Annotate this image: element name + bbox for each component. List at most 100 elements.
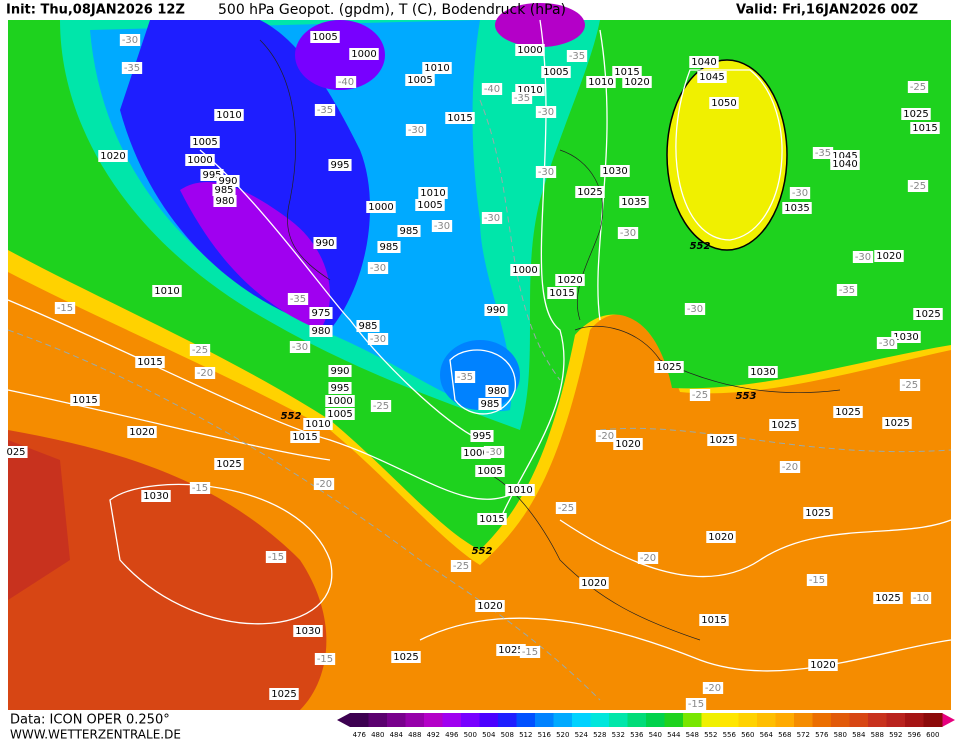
colorbar-label: 488 [408, 731, 421, 739]
colorbar-swatch [479, 713, 499, 727]
pressure-label: 985 [379, 242, 398, 253]
pressure-label-box [309, 307, 333, 319]
temperature-label: -35 [317, 105, 333, 116]
pressure-label-box [748, 366, 778, 378]
pressure-label-box [303, 418, 333, 430]
pressure-label: 1000 [463, 448, 488, 459]
pressure-label-box [185, 154, 215, 166]
pressure-label-box [98, 150, 128, 162]
pressure-label: 985 [399, 226, 418, 237]
pressure-label-box [478, 398, 502, 410]
pressure-label: 1010 [420, 188, 445, 199]
temperature-label-box [335, 76, 357, 88]
pressure-label: 1030 [893, 332, 918, 343]
pressure-label-box [325, 408, 355, 420]
temperature-label: -20 [598, 431, 614, 442]
colorbar-swatch [757, 713, 776, 727]
temperature-label-box [450, 560, 472, 572]
pressure-label: 1020 [557, 275, 582, 286]
colorbar-swatch [405, 713, 425, 727]
pressure-label-box [309, 325, 333, 337]
temperature-label-box [405, 124, 427, 136]
temperature-label: -30 [486, 447, 502, 458]
pressure-label: 1010 [216, 110, 241, 121]
temperature-label-box [287, 293, 309, 305]
colorbar-label: 512 [519, 731, 532, 739]
pressure-label-box [325, 395, 355, 407]
colorbar-swatch [886, 713, 906, 727]
pressure-label: 1005 [407, 75, 432, 86]
pressure-label-box [135, 356, 165, 368]
pressure-label-box [377, 241, 401, 253]
pressure-label: 1025 [771, 420, 796, 431]
temperature-label-box [595, 430, 617, 442]
pressure-label-box [547, 287, 577, 299]
temperature-label: -10 [913, 593, 929, 604]
colorbar-swatch [424, 713, 443, 727]
pressure-label-box [477, 513, 507, 525]
pressure-label: 1015 [614, 67, 639, 78]
pressure-label-box [152, 285, 182, 297]
temperature-label: -15 [192, 483, 208, 494]
pressure-label: 980 [215, 196, 234, 207]
temperature-label-box [481, 83, 503, 95]
temperature-label: -20 [705, 683, 721, 694]
colorbar-label: 476 [353, 731, 367, 739]
pressure-label: 1020 [615, 439, 640, 450]
temperature-label: -30 [538, 107, 554, 118]
pressure-label-box [515, 44, 545, 56]
temperature-label: -30 [792, 188, 808, 199]
pressure-label: 1015 [479, 514, 504, 525]
colorbar-swatch [461, 713, 480, 727]
temperature-label-box [535, 106, 557, 118]
pressure-label-box [505, 484, 535, 496]
isobar [449, 349, 516, 415]
pressure-label-box [70, 394, 100, 406]
colorbar-swatch [498, 713, 517, 727]
pressure-label: 1025 [915, 309, 940, 320]
colorbar-swatch [535, 713, 554, 727]
temperature-label: -30 [370, 263, 386, 274]
colorbar-label: 528 [593, 731, 606, 739]
isotherm [479, 99, 561, 381]
temperature-label: -25 [692, 390, 708, 401]
colorbar-swatch [387, 713, 406, 727]
pressure-label: 1005 [327, 409, 352, 420]
pressure-label: 1015 [549, 288, 574, 299]
colorbar-label: 524 [575, 731, 589, 739]
height-label: 552 [690, 241, 711, 252]
colorbar-label: 560 [741, 731, 754, 739]
temperature-label-box [702, 682, 724, 694]
pressure-label-box [290, 431, 320, 443]
pressure-label-box [699, 614, 729, 626]
pressure-label: 990 [330, 366, 349, 377]
colorbar-swatch [738, 713, 758, 727]
pressure-label-box [873, 592, 903, 604]
colorbar-label: 592 [889, 731, 902, 739]
pressure-label: 990 [315, 238, 334, 249]
pressure-label-box [619, 196, 649, 208]
colorbar-swatch [590, 713, 610, 727]
isotherm [7, 329, 601, 701]
colorbar-label: 588 [871, 731, 884, 739]
temperature-label-box [684, 303, 706, 315]
pressure-label-box [190, 136, 220, 148]
colorbar-swatch [794, 713, 813, 727]
height-label: 553 [736, 391, 757, 402]
pressure-label: 1025 [709, 435, 734, 446]
colorbar-label: 500 [464, 731, 477, 739]
temperature-label: -25 [192, 345, 208, 356]
colorbar: 476 480 484 488 492 496 500 504 508 512 516 520 524 5… [337, 713, 955, 739]
pressure-label-box [313, 237, 337, 249]
colorbar-arrow-right [942, 713, 955, 727]
pressure-label: 1035 [784, 203, 809, 214]
temperature-label-box [454, 371, 476, 383]
temperature-label: -25 [373, 401, 389, 412]
pressure-label-box [707, 434, 737, 446]
pressure-label: 990 [486, 305, 505, 316]
pressure-label: 1020 [876, 251, 901, 262]
temperature-label: -30 [370, 334, 386, 345]
website: WWW.WETTERZENTRALE.DE [10, 728, 181, 741]
pressure-label: 1005 [312, 32, 337, 43]
pressure-label: 975 [311, 308, 330, 319]
